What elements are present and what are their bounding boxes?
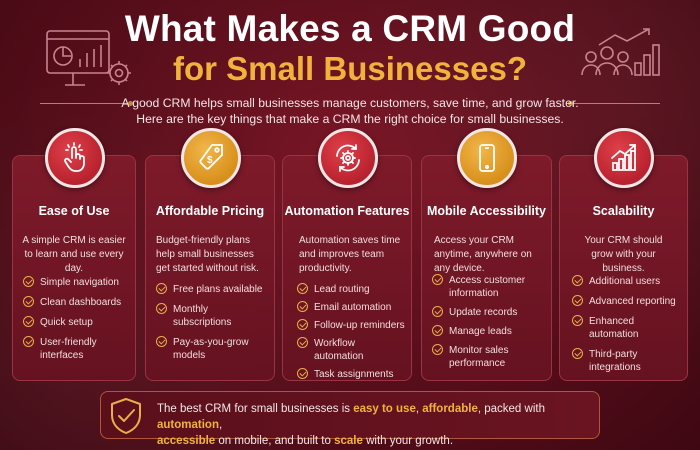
check-icon [297, 319, 308, 330]
list-item: Pay-as-you-grow models [156, 336, 268, 362]
feature-list: Free plans available Monthly subscriptio… [156, 283, 268, 362]
summary-text: The best CRM for small businesses is eas… [157, 403, 545, 447]
team-growth-chart-icon [581, 28, 660, 76]
smartphone-icon [457, 128, 517, 188]
price-tag-icon: $ [181, 128, 241, 188]
check-icon [432, 274, 443, 285]
list-item: User-friendly interfaces [23, 336, 129, 362]
feature-cards: Ease of Use A simple CRM is easier to le… [12, 127, 688, 381]
gear-cycle-icon [318, 128, 378, 188]
card-title: Mobile Accessibility [426, 204, 547, 218]
check-icon [23, 276, 34, 287]
list-item: Third-party integrations [572, 348, 681, 374]
check-icon [156, 303, 167, 314]
list-item: Quick setup [23, 316, 129, 329]
list-item: Workflow automation [297, 337, 405, 363]
card-description: Budget-friendly plans help small busines… [156, 235, 259, 274]
list-item: Clean dashboards [23, 296, 129, 309]
tap-hand-icon [45, 128, 105, 188]
feature-list: Simple navigation Clean dashboards Quick… [23, 276, 129, 362]
list-item: Additional users [572, 275, 681, 288]
feature-list: Access customer information Update recor… [432, 274, 545, 370]
divider-right [568, 101, 660, 106]
list-item: Manage leads [432, 325, 545, 338]
card-title: Automation Features [284, 204, 410, 218]
card-title: Affordable Pricing [155, 204, 265, 218]
divider-left [40, 101, 133, 106]
card-ease-of-use: Ease of Use A simple CRM is easier to le… [12, 128, 136, 381]
check-icon [297, 337, 308, 348]
check-icon [23, 316, 34, 327]
check-icon [572, 275, 583, 286]
list-item: Enhanced automation [572, 315, 681, 341]
list-item: Follow-up reminders [297, 319, 405, 332]
check-icon [432, 306, 443, 317]
summary-banner: The best CRM for small businesses is eas… [100, 391, 600, 447]
dashboard-gear-icon [46, 30, 131, 86]
intro-line-1: A good CRM helps small businesses manage… [121, 96, 579, 110]
list-item: Lead routing [297, 283, 405, 296]
check-icon [297, 368, 308, 379]
card-automation-features: Automation Features Automation saves tim… [282, 128, 412, 381]
list-item: Update records [432, 306, 545, 319]
highlight-accessible: accessible [157, 435, 216, 447]
highlight-automation: automation [157, 419, 219, 431]
check-icon [156, 336, 167, 347]
intro-text: A good CRM helps small businesses manage… [60, 95, 640, 127]
highlight-scale: scale [334, 435, 363, 447]
check-icon [297, 301, 308, 312]
list-item: Free plans available [156, 283, 268, 296]
growth-chart-icon [594, 128, 654, 188]
list-item: Email automation [297, 301, 405, 314]
check-icon [23, 336, 34, 347]
card-scalability: Scalability Your CRM should grow with yo… [559, 128, 688, 381]
highlight-affordable: affordable [422, 403, 478, 415]
intro-line-2: Here are the key things that make a CRM … [136, 112, 564, 126]
check-icon [432, 325, 443, 336]
check-icon [156, 283, 167, 294]
check-icon [432, 344, 443, 355]
list-item: Task assignments [297, 368, 405, 381]
shield-check-icon [111, 398, 141, 434]
list-item: Monitor sales performance [432, 344, 545, 370]
list-item: Access customer information [432, 274, 545, 300]
check-icon [572, 295, 583, 306]
card-description: Access your CRM anytime, anywhere on any… [434, 235, 532, 274]
feature-list: Additional users Advanced reporting Enha… [572, 275, 681, 374]
card-affordable-pricing: $ Affordable Pricing Budget-friendly pla… [145, 128, 275, 381]
svg-text:$: $ [207, 155, 213, 166]
check-icon [572, 348, 583, 359]
card-mobile-accessibility: Mobile Accessibility Access your CRM any… [421, 128, 552, 381]
list-item: Advanced reporting [572, 295, 681, 308]
feature-list: Lead routing Email automation Follow-up … [297, 283, 405, 381]
title-line-1: What Makes a CRM Good [124, 8, 576, 49]
check-icon [297, 283, 308, 294]
card-description: A simple CRM is easier to learn and use … [22, 235, 126, 274]
check-icon [572, 315, 583, 326]
card-title: Scalability [592, 204, 655, 218]
card-title: Ease of Use [38, 204, 110, 218]
title-line-2: for Small Businesses? [173, 50, 527, 87]
list-item: Simple navigation [23, 276, 129, 289]
page-title: What Makes a CRM Good for Small Business… [0, 8, 700, 90]
card-description: Your CRM should grow with your business. [584, 235, 663, 274]
highlight-easy-to-use: easy to use [353, 403, 416, 415]
check-icon [23, 296, 34, 307]
list-item: Monthly subscriptions [156, 303, 268, 329]
card-description: Automation saves time and improves team … [299, 235, 401, 274]
